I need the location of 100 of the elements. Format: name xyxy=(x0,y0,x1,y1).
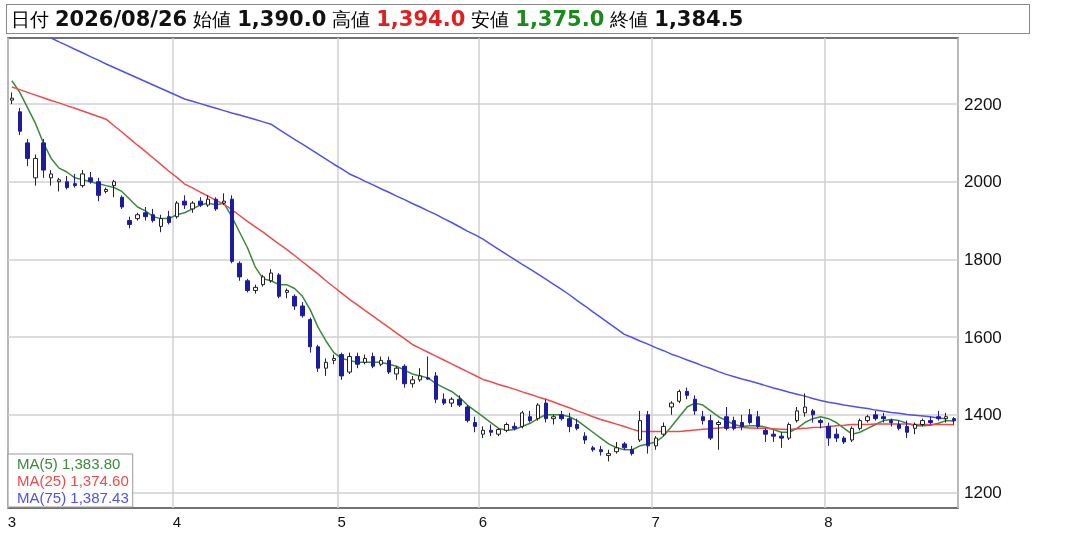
candlestick xyxy=(442,392,446,406)
candlestick xyxy=(418,367,422,383)
candlestick xyxy=(936,410,941,422)
candlestick xyxy=(237,260,242,282)
candlestick xyxy=(394,365,399,381)
x-tick-label: 8 xyxy=(824,513,833,530)
candlestick xyxy=(913,422,917,435)
candlestick xyxy=(190,200,195,214)
y-tick-label: 1400 xyxy=(964,405,1002,425)
candlestick xyxy=(104,187,108,194)
candlestick xyxy=(88,171,93,185)
candlestick xyxy=(206,194,210,208)
candlestick xyxy=(269,268,273,284)
candlestick xyxy=(457,394,462,408)
x-tick-label: 3 xyxy=(7,513,17,530)
candlestick xyxy=(496,427,501,437)
candlestick xyxy=(285,288,289,299)
x-tick-label: 4 xyxy=(172,513,181,530)
candlestick xyxy=(771,429,776,443)
candlestick xyxy=(49,169,53,187)
candlestick xyxy=(230,194,234,264)
candlestick xyxy=(300,301,305,319)
text: MA(25) 1,374.60 xyxy=(17,472,129,489)
candlestick xyxy=(606,449,611,462)
candlestick xyxy=(669,400,674,416)
candlestick xyxy=(803,392,807,418)
candlestick xyxy=(928,416,933,425)
text: MA(5) 1,383.80 xyxy=(17,455,121,472)
text: 1,384.5 xyxy=(654,7,744,31)
candlestick xyxy=(551,414,556,425)
candlestick xyxy=(512,422,517,431)
candlestick xyxy=(222,192,226,206)
candlestick xyxy=(583,431,587,445)
candlestick xyxy=(10,91,14,105)
candlestick xyxy=(127,216,132,229)
y-tick-label: 2200 xyxy=(964,94,1002,114)
candlestick xyxy=(881,412,886,424)
candlestick xyxy=(748,408,752,425)
text: 1,375.0 xyxy=(515,7,605,31)
candlestick xyxy=(795,406,799,424)
candlestick xyxy=(850,425,854,443)
candlestick xyxy=(426,356,430,381)
candlestick xyxy=(638,410,642,443)
candlestick xyxy=(701,410,705,425)
candlestick xyxy=(599,445,603,457)
candlestick xyxy=(292,293,297,311)
text: 日付 xyxy=(11,8,49,30)
candlestick xyxy=(920,418,925,427)
candlestick xyxy=(182,194,187,210)
candlestick xyxy=(175,200,179,220)
candlestick xyxy=(716,420,721,451)
candlestick xyxy=(489,423,493,437)
candlestick xyxy=(25,138,30,167)
candlestick xyxy=(159,214,163,233)
candlestick xyxy=(96,177,101,202)
candlestick xyxy=(151,208,155,223)
candlestick xyxy=(693,394,697,416)
candlestick xyxy=(818,418,823,429)
candlestick xyxy=(214,196,218,212)
candlestick xyxy=(842,435,846,445)
candlestick xyxy=(65,175,69,190)
candlestick xyxy=(135,212,140,222)
text: 安値 xyxy=(471,8,510,30)
candlestick xyxy=(559,410,564,422)
y-tick-label: 1600 xyxy=(964,327,1002,347)
candlestick xyxy=(544,398,548,424)
candlestick xyxy=(536,402,540,422)
candlestick xyxy=(732,416,736,431)
y-tick-label: 1200 xyxy=(964,482,1002,502)
candlestick xyxy=(324,357,328,377)
candlestick xyxy=(308,317,312,354)
candlestick xyxy=(520,410,524,429)
candlestick xyxy=(33,154,38,187)
candlestick xyxy=(897,420,901,431)
text: 始値 xyxy=(193,8,232,30)
candlestick xyxy=(661,422,666,437)
candlestick xyxy=(449,396,454,408)
candlestick xyxy=(724,406,729,431)
candlestick xyxy=(363,354,367,365)
candlestick xyxy=(952,416,956,425)
candlestick xyxy=(167,210,171,225)
candlestick xyxy=(316,344,320,373)
x-tick-label: 7 xyxy=(651,513,660,530)
candlestick xyxy=(834,427,839,443)
candlestick xyxy=(630,445,634,457)
candlestick xyxy=(889,418,893,427)
candlestick xyxy=(504,422,509,433)
candlestick xyxy=(41,138,46,179)
candlestick xyxy=(355,352,360,369)
candlestick xyxy=(858,418,862,431)
candlestick xyxy=(332,354,336,365)
candlestick xyxy=(143,206,148,222)
candlestick xyxy=(112,179,116,198)
candlestick xyxy=(410,375,415,389)
candlestick xyxy=(614,441,619,455)
y-tick-label: 1800 xyxy=(964,249,1002,269)
candlestick xyxy=(826,422,831,447)
text: 1,390.0 xyxy=(237,7,327,31)
candlestick xyxy=(779,431,784,449)
candlestick xyxy=(708,414,713,441)
